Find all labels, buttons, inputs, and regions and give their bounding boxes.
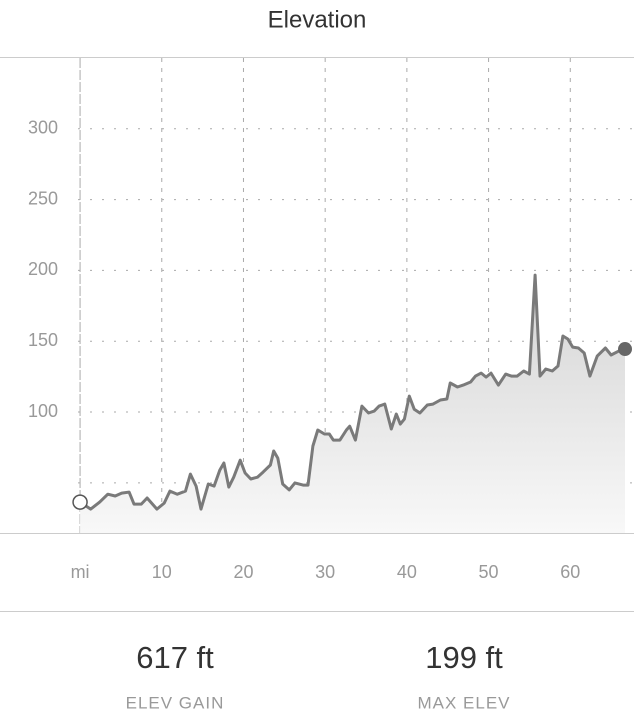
- stat-value: 199 ft: [425, 640, 503, 675]
- x-tick-label: 40: [397, 562, 417, 582]
- end-point: [618, 342, 633, 357]
- y-tick-label: 150: [28, 330, 58, 350]
- x-tick-label: 50: [479, 562, 499, 582]
- stat-label: ELEV GAIN: [126, 693, 225, 712]
- line: [79, 273, 626, 511]
- stat-label: MAX ELEV: [417, 693, 510, 712]
- y-tick-label: 250: [28, 188, 58, 208]
- x-tick-label: mi: [71, 562, 90, 582]
- y-tick-label: 200: [28, 259, 58, 279]
- x-tick-label: 20: [233, 562, 253, 582]
- title: Elevation: [268, 6, 367, 33]
- stat-value: 617 ft: [136, 640, 214, 675]
- x-tick-label: 10: [152, 562, 172, 582]
- area: [80, 275, 626, 533]
- x-tick-label: 30: [315, 562, 335, 582]
- y-tick-label: 100: [28, 401, 58, 421]
- x-tick-label: 60: [560, 562, 580, 582]
- y-tick-label: 300: [28, 118, 58, 138]
- start-point: [72, 494, 88, 510]
